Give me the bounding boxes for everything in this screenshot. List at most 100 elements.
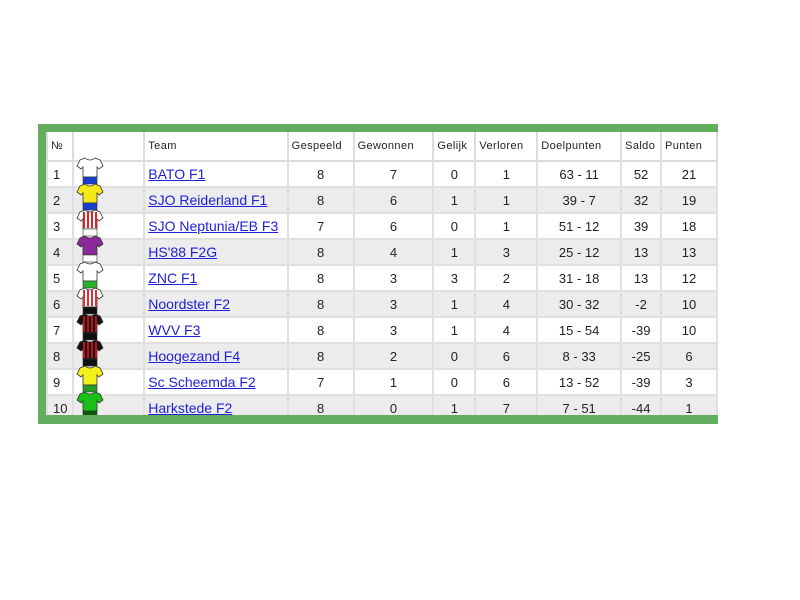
goals: 25 - 12 <box>536 238 623 266</box>
table-row: 1 BATO F1 8 7 0 1 63 - 11 52 21 <box>46 157 718 188</box>
header-position[interactable]: № <box>46 132 74 162</box>
won: 7 <box>352 160 435 188</box>
goal-difference: 13 <box>620 264 663 292</box>
position: 1 <box>46 160 74 188</box>
lost: 1 <box>474 212 539 240</box>
header-won[interactable]: Gewonnen <box>352 132 435 162</box>
lost: 6 <box>474 368 539 396</box>
header-shirt[interactable] <box>71 132 146 162</box>
played: 7 <box>286 212 355 240</box>
won: 0 <box>352 394 435 415</box>
points: 13 <box>660 238 718 266</box>
lost: 2 <box>474 264 539 292</box>
played: 8 <box>286 342 355 370</box>
team-link[interactable]: ZNC F1 <box>148 270 198 286</box>
goal-difference: 13 <box>620 238 663 266</box>
team-link[interactable]: Harkstede F2 <box>148 400 233 415</box>
shirt-icon <box>71 261 146 292</box>
goal-difference: -2 <box>620 290 663 318</box>
lost: 7 <box>474 394 539 415</box>
goals: 7 - 51 <box>536 394 623 415</box>
header-played[interactable]: Gespeeld <box>286 132 355 162</box>
header-points[interactable]: Punten <box>660 132 718 162</box>
team-link[interactable]: Hoogezand F4 <box>148 348 241 364</box>
draw: 0 <box>432 160 477 188</box>
shirt-icon <box>71 287 146 318</box>
table-row: 9 Sc Scheemda F2 7 1 0 6 13 - 52 -39 3 <box>46 365 718 396</box>
header-draw[interactable]: Gelijk <box>432 132 477 162</box>
team-link[interactable]: HS'88 F2G <box>148 244 218 260</box>
team-link[interactable]: SJO Neptunia/EB F3 <box>148 218 279 234</box>
table-row: 2 SJO Reiderland F1 8 6 1 1 39 - 7 32 19 <box>46 183 718 214</box>
table-row: 3 SJO Neptunia/EB F3 7 6 0 1 51 - 12 39 … <box>46 209 718 240</box>
header-team[interactable]: Team <box>143 132 289 162</box>
points: 10 <box>660 316 718 344</box>
lost: 4 <box>474 290 539 318</box>
goal-difference: -39 <box>620 368 663 396</box>
goals: 13 - 52 <box>536 368 623 396</box>
shirt-icon <box>71 209 146 240</box>
position: 6 <box>46 290 74 318</box>
points: 1 <box>660 394 718 415</box>
position: 8 <box>46 342 74 370</box>
table-row: 8 Hoogezand F4 8 2 0 6 8 - 33 -25 6 <box>46 339 718 370</box>
header-row: № Team Gespeeld Gewonnen Gelijk Verloren Doelp… <box>46 132 718 162</box>
lost: 1 <box>474 186 539 214</box>
won: 3 <box>352 264 435 292</box>
goals: 8 - 33 <box>536 342 623 370</box>
goal-difference: -39 <box>620 316 663 344</box>
standings-frame: № Team Gespeeld Gewonnen Gelijk Verloren Doelp… <box>38 124 718 424</box>
goal-difference: 52 <box>620 160 663 188</box>
points: 10 <box>660 290 718 318</box>
played: 8 <box>286 186 355 214</box>
team-link[interactable]: Noordster F2 <box>148 296 230 312</box>
points: 21 <box>660 160 718 188</box>
draw: 0 <box>432 212 477 240</box>
lost: 1 <box>474 160 539 188</box>
shirt-icon <box>71 183 146 214</box>
team-link[interactable]: SJO Reiderland F1 <box>148 192 268 208</box>
position: 4 <box>46 238 74 266</box>
goals: 51 - 12 <box>536 212 623 240</box>
shirt-icon <box>71 235 146 266</box>
header-goals[interactable]: Doelpunten <box>536 132 623 162</box>
shirt-icon <box>71 365 146 396</box>
won: 3 <box>352 290 435 318</box>
draw: 1 <box>432 316 477 344</box>
table-row: 5 ZNC F1 8 3 3 2 31 - 18 13 12 <box>46 261 718 292</box>
goals: 31 - 18 <box>536 264 623 292</box>
team-link[interactable]: Sc Scheemda F2 <box>148 374 256 390</box>
lost: 3 <box>474 238 539 266</box>
team-link[interactable]: WVV F3 <box>148 322 201 338</box>
shirt-icon <box>71 339 146 370</box>
draw: 1 <box>432 290 477 318</box>
won: 1 <box>352 368 435 396</box>
won: 2 <box>352 342 435 370</box>
team-link[interactable]: BATO F1 <box>148 166 206 182</box>
goal-difference: -25 <box>620 342 663 370</box>
points: 12 <box>660 264 718 292</box>
lost: 4 <box>474 316 539 344</box>
header-lost[interactable]: Verloren <box>474 132 539 162</box>
points: 6 <box>660 342 718 370</box>
header-diff[interactable]: Saldo <box>620 132 663 162</box>
points: 19 <box>660 186 718 214</box>
goals: 15 - 54 <box>536 316 623 344</box>
played: 8 <box>286 394 355 415</box>
position: 10 <box>46 394 74 415</box>
draw: 1 <box>432 238 477 266</box>
won: 4 <box>352 238 435 266</box>
goal-difference: -44 <box>620 394 663 415</box>
goal-difference: 32 <box>620 186 663 214</box>
goals: 39 - 7 <box>536 186 623 214</box>
position: 5 <box>46 264 74 292</box>
played: 8 <box>286 238 355 266</box>
played: 8 <box>286 264 355 292</box>
draw: 0 <box>432 342 477 370</box>
won: 6 <box>352 212 435 240</box>
shirt-icon <box>71 391 146 415</box>
draw: 1 <box>432 394 477 415</box>
goal-difference: 39 <box>620 212 663 240</box>
goals: 63 - 11 <box>536 160 623 188</box>
played: 8 <box>286 316 355 344</box>
